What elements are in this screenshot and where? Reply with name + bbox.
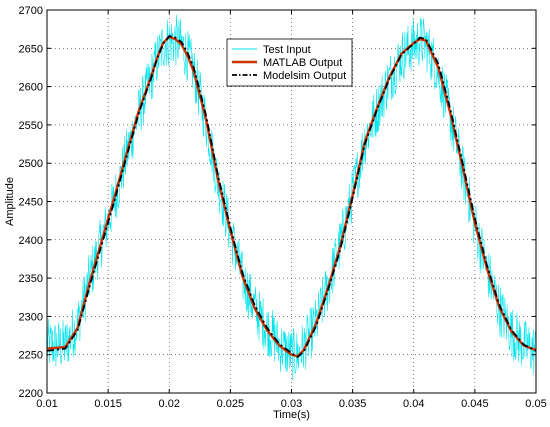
series-line	[46, 35, 537, 359]
y-tick-label: 2200	[19, 388, 43, 400]
x-tick-label: 0.035	[339, 398, 367, 410]
x-tick-label: 0.015	[94, 398, 122, 410]
x-tick-label: 0.02	[159, 398, 180, 410]
legend-label: MATLAB Output	[263, 57, 342, 69]
x-tick-label: 0.05	[525, 398, 546, 410]
y-tick-label: 2350	[19, 273, 43, 285]
y-tick-label: 2600	[19, 82, 43, 94]
y-tick-label: 2650	[19, 43, 43, 55]
x-tick-label: 0.045	[461, 398, 489, 410]
y-tick-label: 2500	[19, 158, 43, 170]
y-tick-label: 2550	[19, 120, 43, 132]
y-tick-label: 2300	[19, 311, 43, 323]
y-tick-label: 2700	[19, 5, 43, 17]
y-tick-label: 2400	[19, 235, 43, 247]
series-modelsim-output	[46, 35, 537, 359]
x-axis-label: Time(s)	[273, 409, 310, 421]
legend-label: Modelsim Output	[263, 70, 346, 82]
y-tick-label: 2450	[19, 197, 43, 209]
x-tick-label: 0.025	[217, 398, 245, 410]
x-tick-label: 0.01	[36, 398, 57, 410]
y-tick-label: 2250	[19, 350, 43, 362]
x-tick-label: 0.04	[403, 398, 424, 410]
legend-label: Test Input	[263, 44, 311, 56]
x-tick-label: 0.03	[281, 398, 302, 410]
axis-ticks: 0.01 0.015 0.02 0.025 0.03 0.035 0.04 0.045 0.05…	[19, 5, 547, 410]
series-layer	[46, 14, 537, 381]
y-axis-label: Amplitude	[4, 177, 16, 226]
